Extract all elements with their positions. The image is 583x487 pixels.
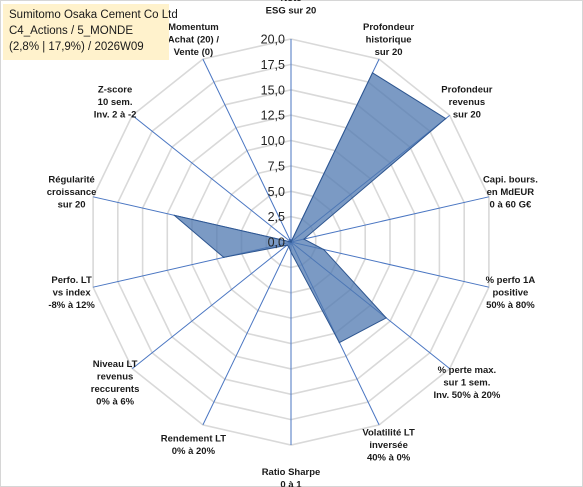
data-point [290,241,292,243]
axis-label-line: 40% à 0% [367,453,411,464]
axis-label-line: revenus [449,97,485,108]
axis-label-line: 0% à 20% [172,446,216,457]
axis-label-line: Z-score [98,85,132,96]
axis-spoke [202,241,292,426]
axis-label-line: -8% à 12% [48,300,95,311]
axis-label-line: 0% à 6% [96,396,135,407]
axis-label-line: historique [366,35,412,46]
axis-label-line: Volatilité LT [362,428,415,439]
axis-label: Note ESG sur 20 [266,0,317,17]
axis-label-line: Rendement LT [161,434,226,445]
chart-header: Sumitomo Osaka Cement Co Ltd C4_Actions … [3,4,178,60]
axis-label: Momentum Achat (20) / Vente (0) [168,22,220,58]
tick-label: 10,0 [261,134,285,148]
axis-label-line: croissance [47,187,97,198]
data-point [385,317,387,319]
axis-label-line: Ratio Sharpe [262,467,321,478]
axis-label: Z-score 10 sem. Inv. 2 à -2 [94,85,137,121]
company-name: Sumitomo Osaka Cement Co Ltd [9,9,178,21]
axis-label: Régularité croissance sur 20 [47,175,97,211]
axis-spoke [131,241,292,369]
axis-label-line: 0 à 1 [280,480,302,487]
axis-label-line: Profondeur [441,85,492,96]
axis-label: Perfo. LT vs index -8% à 12% [48,275,95,311]
axis-label: Ratio Sharpe 0 à 1 [262,467,321,487]
axis-label: Rendement LT 0% à 20% [161,434,226,458]
axis-label-line: vs index [53,287,92,298]
axis-label: % perfo 1A positive 50% à 80% [486,275,536,311]
axis-label-line: 10 sem. [98,97,133,108]
data-point [286,244,288,246]
axis-label-line: sur 1 sem. [443,378,490,389]
tick-label: 0,0 [268,236,285,250]
tick-label: 20,0 [261,33,285,47]
axis-label-line: sur 20 [58,200,86,211]
axis-label-line: en MdEUR [487,187,535,198]
axis-label-line: Profondeur [363,22,414,33]
data-point [303,238,305,240]
axis-label-line: reccurents [91,384,140,395]
period-label: (2,8% | 17,9%) / 2026W09 [9,41,144,53]
axis-label-line: Régularité [48,175,94,186]
tick-label: 5,0 [268,185,285,199]
data-point [223,256,225,258]
axis-label-line: Inv. 50% à 20% [433,390,500,401]
category-label: C4_Actions / 5_MONDE [9,25,133,37]
data-point [173,214,175,216]
axis-label-line: sur 20 [375,47,403,58]
axis-label: Capi. bours. en MdEUR 0 à 60 G€ [483,175,538,211]
axis-label-line: ESG sur 20 [266,6,317,17]
tick-label: 7,5 [268,159,285,173]
data-point [290,251,292,253]
axis-spoke [131,115,292,243]
data-point [289,238,291,240]
data-point [445,118,447,120]
axis-label-line: Note [280,0,301,4]
data-point [323,248,325,251]
tick-label: 17,5 [261,58,285,72]
data-point [338,342,340,344]
axis-label-line: 0 à 60 G€ [490,200,532,211]
axis-spoke [202,58,292,243]
axis-label: Profondeur historique sur 20 [363,22,414,58]
data-point [371,72,374,74]
axis-spoke [290,196,490,243]
axis-label-line: % perfo 1A [486,275,536,286]
axis-label: Niveau LT revenus reccurents 0% à 6% [91,359,140,408]
axis-label-line: sur 20 [453,110,481,121]
tick-label: 2,5 [268,210,285,224]
axis-label-line: revenus [97,371,133,382]
axis-label-line: Vente (0) [174,47,214,58]
axis-label-line: Perfo. LT [51,275,92,286]
axis-label-line: Capi. bours. [483,175,538,186]
axis-label: Profondeur revenus sur 20 [441,85,492,121]
axis-label-line: Inv. 2 à -2 [94,110,137,121]
data-point [288,246,290,248]
axis-label-line: positive [492,287,528,298]
axis-label-line: % perte max. [438,365,497,376]
axis-label: Volatilité LT inversée 40% à 0% [362,428,415,464]
axis-label-line: inversée [369,440,408,451]
axis-label-line: Niveau LT [93,359,138,370]
axis-label-line: 50% à 80% [486,300,535,311]
tick-label: 15,0 [261,83,285,97]
tick-label: 12,5 [261,109,285,123]
axis-label-line: Achat (20) / [168,35,220,46]
axis-label: % perte max. sur 1 sem. Inv. 50% à 20% [433,365,500,401]
axis-label-line: Momentum [168,22,219,33]
